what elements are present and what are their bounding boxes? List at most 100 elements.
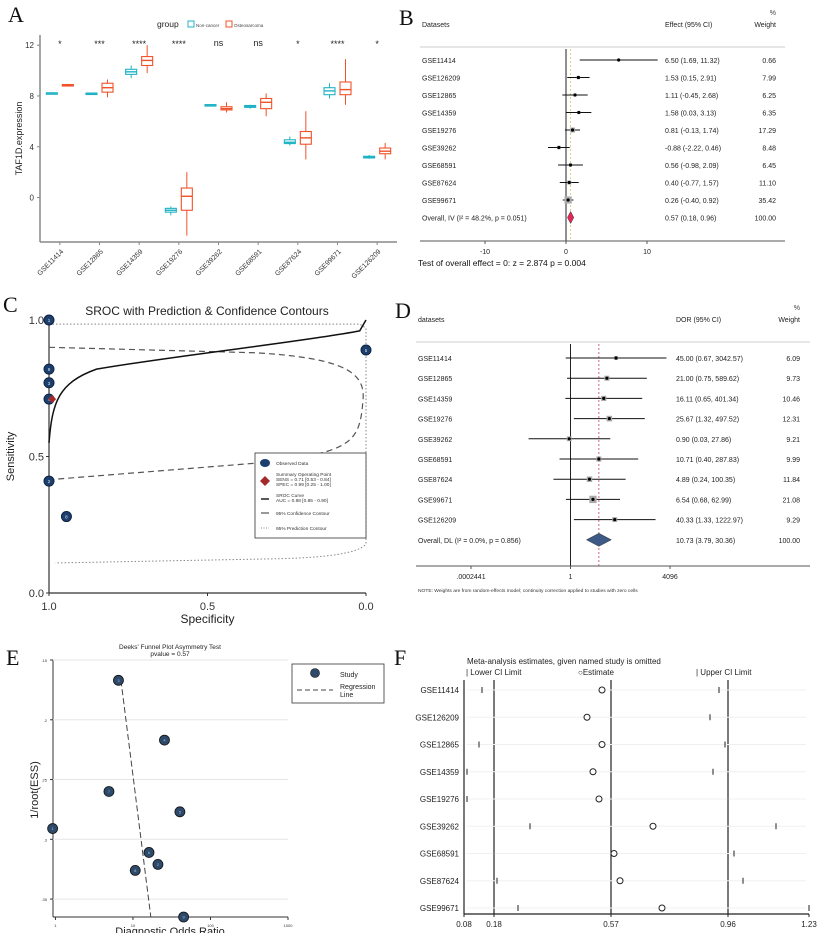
study-name: GSE19276	[418, 417, 452, 424]
y-tick-label: .35	[41, 897, 47, 902]
observed-point	[60, 511, 72, 523]
study-point-id: 1	[52, 826, 55, 831]
study-point-id: 6	[148, 850, 151, 855]
weight-label: 21.08	[782, 497, 800, 504]
box	[339, 81, 352, 96]
x-tick-label: 1000	[284, 923, 294, 928]
estimate-marker	[598, 686, 606, 694]
chart-subtitle: pvalue = 0.57	[150, 651, 190, 658]
x-tick-label: GSE14359	[115, 248, 144, 277]
legend-label: Osteosarcoma	[234, 23, 264, 28]
legend-label: AUC = 0.88 [0.85 - 0.90]	[276, 498, 328, 504]
x-tick-label: 1	[54, 923, 57, 928]
study-name: GSE19276	[422, 128, 456, 135]
observed-point-id: 3	[48, 381, 51, 386]
study-header: datasets	[418, 317, 445, 324]
weight-pct-header: %	[794, 305, 800, 312]
study-name: GSE87624	[418, 477, 452, 484]
effect-ci-label: 40.33 (1.33, 1222.97)	[676, 518, 743, 525]
weight-label: 6.35	[762, 111, 776, 118]
x-tick-label: GSE11414	[36, 248, 65, 277]
x-tick-label: -10	[480, 249, 490, 256]
weight-label: 8.48	[762, 146, 776, 153]
legend-label: Regression	[340, 684, 376, 691]
study-name: GSE87624	[420, 877, 460, 886]
weight-label: 11.84	[783, 477, 800, 484]
significance-label: ***	[94, 39, 105, 49]
sroc-chart: SROC with Prediction & Confidence Contou…	[5, 304, 374, 626]
legend-study-marker	[310, 668, 320, 678]
estimate-marker	[649, 822, 657, 830]
observed-point-id: 1	[48, 318, 51, 323]
x-tick-label: 0.08	[456, 920, 472, 929]
x-tick-label: 10	[643, 249, 651, 256]
y-tick-label: 12	[25, 41, 34, 50]
x-tick-label: GSE99671	[314, 248, 343, 277]
effect-ci-label: 6.50 (1.69, 11.32)	[665, 58, 720, 65]
legend-label: Summary Operating Point	[276, 472, 332, 478]
study-name: GSE99671	[422, 198, 456, 205]
legend-label: 95% Confidence Contour	[276, 511, 330, 517]
y-tick-label: .15	[41, 658, 47, 663]
overall-weight-label: 100.00	[779, 538, 801, 545]
weight-label: 7.99	[762, 76, 776, 83]
point-estimate	[597, 457, 601, 461]
study-name: GSE12865	[422, 93, 456, 100]
y-tick-label: 0.0	[29, 588, 44, 600]
effect-ci-label: 0.56 (-0.98, 2.09)	[665, 163, 719, 170]
effect-ci-label: 16.11 (0.65, 401.34)	[676, 396, 739, 403]
boxplot-chart: 0 4 8 12 TAF1D.expression group Non-cancer Oste…	[14, 19, 397, 280]
study-name: GSE99671	[420, 904, 460, 913]
study-name: GSE68591	[422, 163, 456, 170]
effect-ci-label: 0.26 (-0.40, 0.92)	[665, 198, 719, 205]
study-point	[103, 786, 115, 797]
study-point	[178, 911, 189, 923]
point-estimate	[614, 356, 618, 360]
effect-ci-label: 1.11 (-0.45, 2.68)	[665, 93, 718, 100]
sroc-curve	[48, 319, 367, 443]
estimate-marker	[598, 741, 606, 748]
study-point-id: 8	[134, 868, 137, 873]
effect-ci-label: 1.58 (0.03, 3.13)	[665, 111, 716, 118]
chart-title: Deeks' Funnel Plot Asymmetry Test	[119, 644, 221, 651]
significance-label: ****	[132, 39, 147, 49]
legend-swatch	[187, 20, 195, 28]
forest-plot-effect: % Datasets Effect (95% CI) Weight GSE11414 6.…	[418, 10, 785, 268]
overall-diamond	[585, 533, 612, 547]
legend-box	[254, 452, 367, 539]
study-point	[159, 734, 170, 746]
weight-label: 6.45	[762, 163, 776, 170]
legend-observed-marker	[260, 459, 270, 467]
y-tick-label: 4	[30, 143, 35, 152]
panel-label-c: C	[3, 292, 18, 317]
x-tick-label: 1.23	[801, 920, 817, 929]
overall-test-text: Test of overall effect = 0: z = 2.874 p …	[418, 258, 586, 268]
x-tick-label: 4096	[662, 574, 678, 581]
weight-label: 9.73	[786, 376, 800, 383]
study-point	[174, 806, 186, 818]
observed-point-id: 8	[65, 515, 68, 520]
observed-point-id: 2	[48, 479, 51, 484]
significance-label: ****	[330, 39, 345, 49]
significance-label: ns	[214, 38, 224, 48]
study-name: GSE39262	[420, 822, 460, 831]
y-tick-label: .2	[44, 718, 48, 723]
effect-ci-label: -0.88 (-2.22, 0.46)	[665, 146, 721, 153]
study-name: GSE14359	[422, 111, 456, 118]
influence-plot: Meta-analysis estimates, given named stu…	[415, 657, 817, 929]
legend-box	[291, 663, 385, 704]
panel-label-a: A	[8, 2, 24, 27]
legend-label: Line	[340, 692, 353, 699]
study-name: GSE12865	[418, 376, 452, 383]
study-name: GSE68591	[418, 457, 452, 464]
point-estimate	[566, 198, 570, 202]
legend-label: SROC Curve	[276, 493, 304, 499]
weight-pct-header: %	[770, 10, 776, 17]
summary-operating-point	[48, 395, 57, 404]
study-name: GSE11414	[418, 356, 452, 363]
regression-line	[120, 680, 152, 918]
x-tick-label: .0002441	[456, 574, 485, 581]
effect-ci-label: 4.89 (0.24, 100.35)	[676, 477, 735, 484]
y-axis-label: TAF1D.expression	[14, 102, 24, 176]
x-tick-label: GSE39262	[195, 248, 224, 277]
